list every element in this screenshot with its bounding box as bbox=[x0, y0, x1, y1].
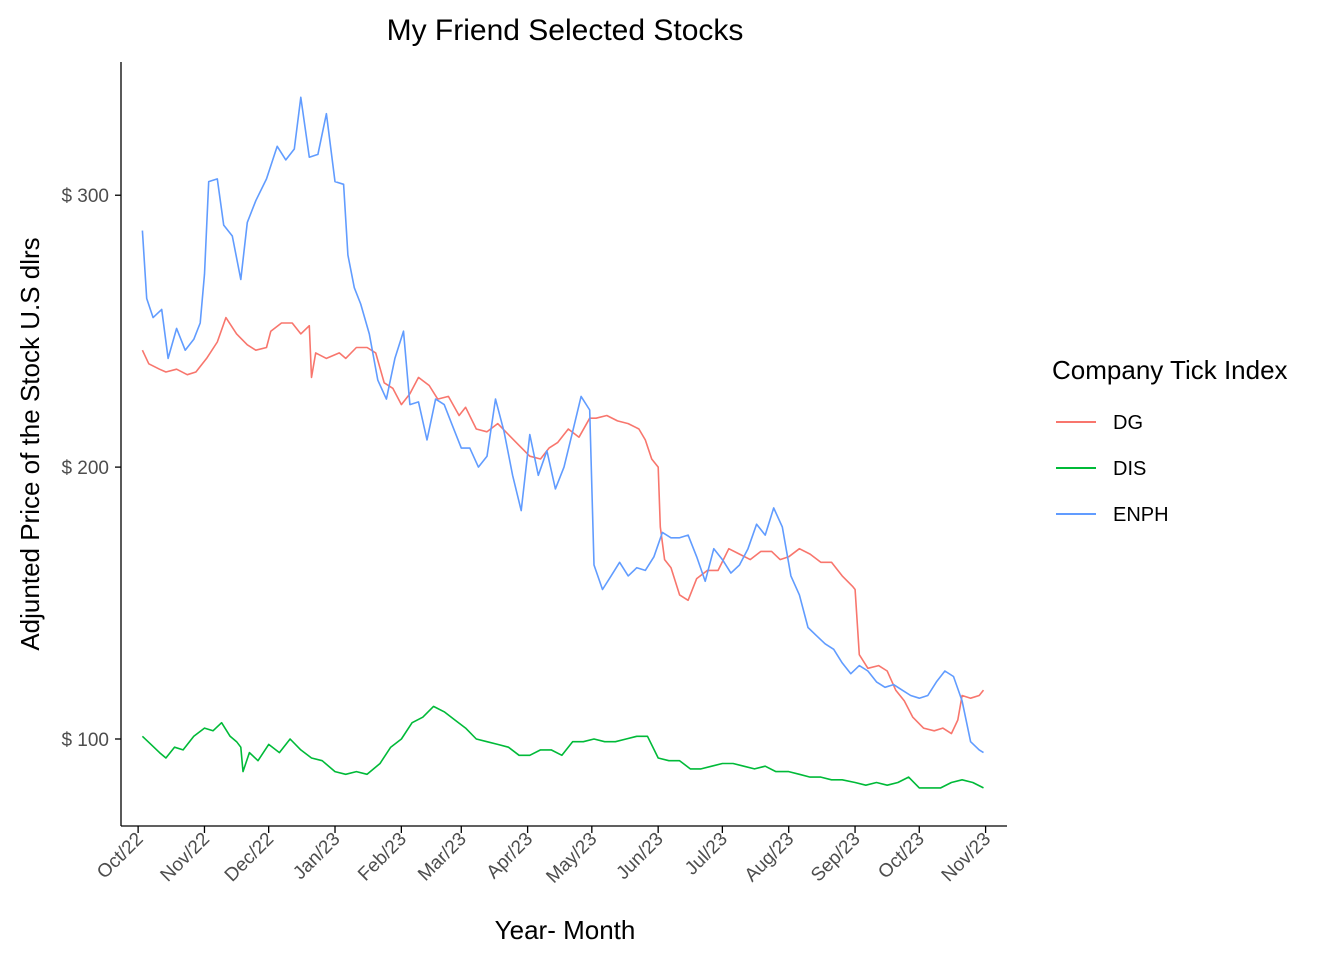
x-tick-label: Nov/22 bbox=[157, 829, 214, 886]
y-tick-label: $ 300 bbox=[61, 186, 109, 207]
y-tick-label: $ 100 bbox=[61, 730, 109, 751]
legend-label-dg: DG bbox=[1113, 412, 1143, 434]
x-ticks: Oct/22 Nov/22 Dec/22 Jan/23 Feb/23 Mar/23 Apr/… bbox=[93, 826, 995, 888]
x-tick-label: Jan/23 bbox=[289, 829, 344, 884]
plot-area: $ 100 $ 200 $ 300 Oct/22 Nov/22 Dec/22 Jan/23… bbox=[61, 62, 1007, 888]
series-lines bbox=[141, 96, 985, 789]
x-tick-label: Sep/23 bbox=[807, 829, 864, 886]
series-line-dis bbox=[141, 705, 984, 789]
y-axis-title: Adjunted Price of the Stock U.S dlrs bbox=[15, 237, 45, 650]
chart-title: My Friend Selected Stocks bbox=[387, 14, 744, 47]
legend: Company Tick Index DG DIS ENPH bbox=[1052, 355, 1288, 526]
x-tick-label: Dec/22 bbox=[221, 829, 278, 886]
x-tick-label: Oct/23 bbox=[874, 829, 928, 883]
x-tick-label: Feb/23 bbox=[354, 829, 411, 886]
legend-items: DG DIS ENPH bbox=[1056, 412, 1169, 526]
x-tick-label: Nov/23 bbox=[938, 829, 995, 886]
x-tick-label: Jun/23 bbox=[613, 829, 668, 884]
x-tick-label: Jul/23 bbox=[681, 829, 732, 880]
legend-label-dis: DIS bbox=[1113, 458, 1146, 480]
legend-title: Company Tick Index bbox=[1052, 355, 1288, 385]
series-line-dg bbox=[141, 316, 985, 735]
x-tick-label: Apr/23 bbox=[483, 829, 537, 883]
x-tick-label: Aug/23 bbox=[741, 829, 798, 886]
y-ticks: $ 100 $ 200 $ 300 bbox=[61, 186, 121, 751]
x-tick-label: Mar/23 bbox=[414, 829, 471, 886]
series-line-enph bbox=[141, 96, 984, 754]
legend-label-enph: ENPH bbox=[1113, 504, 1169, 526]
y-tick-label: $ 200 bbox=[61, 458, 109, 479]
x-tick-label: Oct/22 bbox=[93, 829, 147, 883]
x-axis-title: Year- Month bbox=[495, 915, 636, 945]
x-tick-label: May/23 bbox=[542, 829, 601, 888]
